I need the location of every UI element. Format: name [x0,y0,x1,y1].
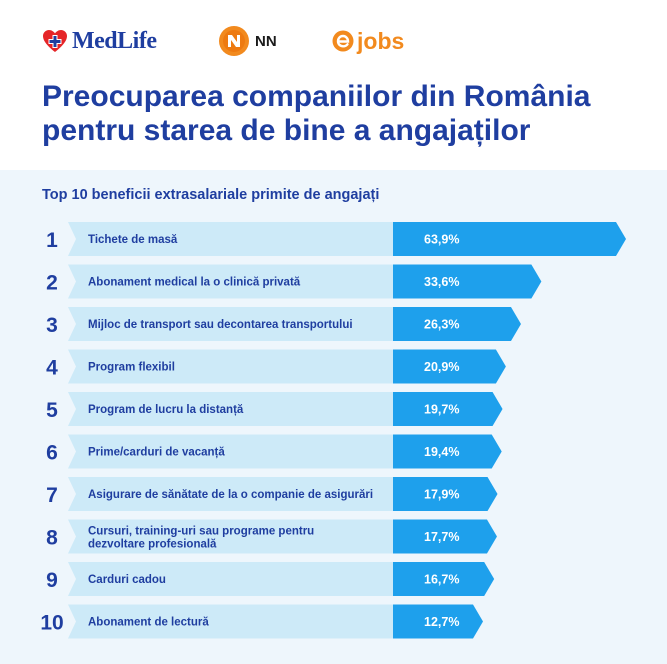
medlife-heart-icon [43,30,67,52]
category-band [68,562,397,596]
medlife-logo-text: MedLife [72,27,157,54]
category-band [68,264,397,299]
medlife-logo: MedLife [42,24,157,58]
nn-lion-icon [219,26,249,56]
chart-title: Top 10 beneficii extrasalariale primite … [42,187,380,203]
value-bar [393,477,498,511]
rank-number: 3 [46,314,58,337]
category-label: Abonament de lectură [88,617,209,629]
value-bar [393,562,495,596]
value-bar [393,604,483,639]
category-label: Abonament medical la o clinică privată [88,277,301,289]
value-label: 63,9% [424,233,459,247]
category-label: Prime/carduri de vacanță [88,447,225,459]
category-band [68,604,397,639]
rank-number: 2 [46,272,58,295]
category-label: Cursuri, training-uri sau programe pentr… [88,526,314,551]
rank-number: 1 [46,229,58,252]
page-title-line2: pentru starea de bine a angajaților [42,114,531,147]
rank-number: 8 [46,527,58,550]
value-label: 33,6% [424,275,459,289]
partner-logos: MedLife NN jobs [42,24,642,58]
category-band [68,349,397,384]
value-label: 17,7% [424,530,459,544]
value-label: 26,3% [424,318,459,332]
category-label: Asigurare de sănătate de la o companie d… [88,489,373,501]
benefits-bar-chart: 1 Tichete de masă 63,9% 2 Abonament medical … [40,222,626,639]
category-label-line: Cursuri, training-uri sau programe pentr… [88,526,314,538]
ejobs-e-icon [332,30,354,52]
nn-logo: NN [218,24,277,58]
value-label: 19,4% [424,445,459,459]
category-band [68,392,397,426]
rank-number: 5 [46,399,58,422]
value-bar [393,349,506,384]
category-band [68,477,397,511]
value-label: 12,7% [424,615,459,629]
category-label: Program flexibil [88,362,175,374]
rank-number: 6 [46,442,58,465]
value-label: 20,9% [424,360,459,374]
page-title: Preocuparea companiilor din România pent… [42,80,642,148]
nn-logo-text: NN [255,32,277,50]
category-label: Tichete de masă [88,234,178,246]
rank-number: 7 [46,484,58,507]
category-band [68,519,397,554]
value-label: 19,7% [424,403,459,417]
chart-panel: Top 10 beneficii extrasalariale primite … [0,170,667,664]
category-label: Mijloc de transport sau decontarea trans… [88,319,353,331]
category-band [68,307,397,341]
category-label: Program de lucru la distanță [88,404,244,416]
rank-number: 4 [46,357,58,380]
value-bar [393,519,497,554]
value-bar [393,264,542,299]
category-label-line: dezvoltare profesională [88,539,217,551]
value-bar [393,222,626,256]
ejobs-logo-text: jobs [357,27,405,54]
header: MedLife NN jobs Preocuparea companiilor … [0,0,667,170]
rank-number: 9 [46,569,58,592]
value-label: 17,9% [424,488,459,502]
value-bar [393,307,521,341]
ejobs-logo: jobs [332,24,404,58]
category-band [68,222,397,256]
page-title-line1: Preocuparea companiilor din România [42,80,591,113]
category-band [68,434,397,469]
value-label: 16,7% [424,573,459,587]
value-bar [393,392,503,426]
value-bar [393,434,502,469]
category-label: Carduri cadou [88,574,166,586]
rank-number: 10 [40,612,63,635]
